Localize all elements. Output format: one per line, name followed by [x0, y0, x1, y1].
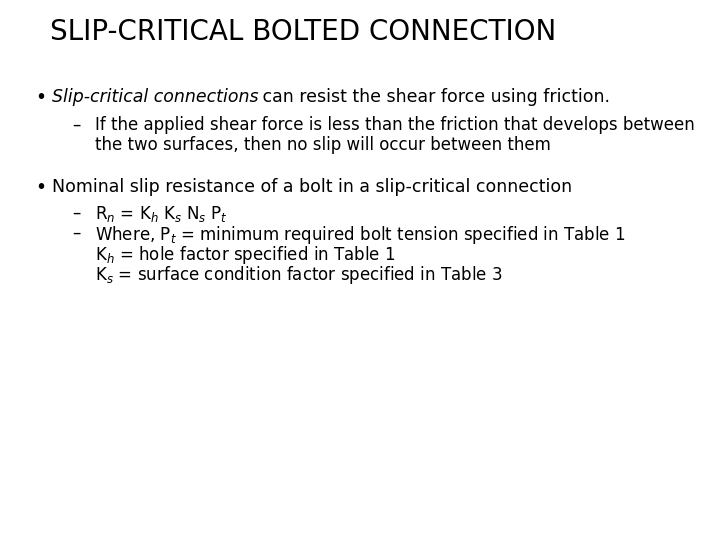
- Text: K$_h$ = hole factor specified in Table 1: K$_h$ = hole factor specified in Table 1: [95, 244, 395, 266]
- Text: Nominal slip resistance of a bolt in a slip-critical connection: Nominal slip resistance of a bolt in a s…: [52, 178, 572, 196]
- Text: can resist the shear force using friction.: can resist the shear force using frictio…: [257, 88, 610, 106]
- Text: Slip-critical connections: Slip-critical connections: [52, 88, 258, 106]
- Text: •: •: [35, 178, 46, 197]
- Text: R$_n$ = K$_h$ K$_s$ N$_s$ P$_t$: R$_n$ = K$_h$ K$_s$ N$_s$ P$_t$: [95, 204, 228, 224]
- Text: SLIP-CRITICAL BOLTED CONNECTION: SLIP-CRITICAL BOLTED CONNECTION: [50, 18, 557, 46]
- Text: –: –: [72, 224, 81, 242]
- Text: Where, P$_t$ = minimum required bolt tension specified in Table 1: Where, P$_t$ = minimum required bolt ten…: [95, 224, 626, 246]
- Text: K$_s$ = surface condition factor specified in Table 3: K$_s$ = surface condition factor specifi…: [95, 264, 503, 286]
- Text: –: –: [72, 204, 81, 222]
- Text: –: –: [72, 116, 81, 134]
- Text: If the applied shear force is less than the friction that develops between: If the applied shear force is less than …: [95, 116, 695, 134]
- Text: the two surfaces, then no slip will occur between them: the two surfaces, then no slip will occu…: [95, 136, 551, 154]
- Text: •: •: [35, 88, 46, 107]
